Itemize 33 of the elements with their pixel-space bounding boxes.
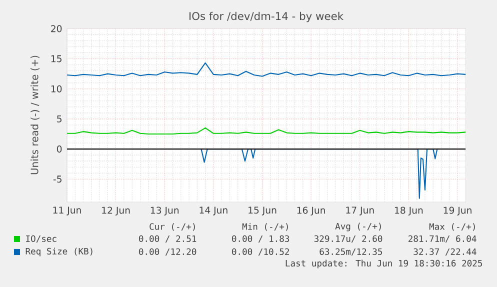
y-axis-title: Units read (-) / write (+) <box>30 56 40 174</box>
chart-title: IOs for /dev/dm-14 - by week <box>190 12 344 22</box>
line-series <box>67 62 466 77</box>
y-tick-label: -5 <box>53 176 62 183</box>
text: 63.25m/12.35 <box>320 248 382 256</box>
text: 281.71m/ 6.04 <box>408 235 476 243</box>
text: 0.00 /12.20 <box>139 248 196 256</box>
y-tick-label: 20 <box>51 25 62 32</box>
legend-label: Req Size (KB) <box>26 248 92 256</box>
text: 0.00 / 1.83 <box>232 235 290 243</box>
x-tick-label: 18 Jun <box>395 206 423 216</box>
text: 0.00 /10.52 <box>232 248 289 256</box>
y-tick-label: 15 <box>51 55 62 62</box>
x-tick-label: 16 Jun <box>297 206 325 216</box>
text: 0.00 / 2.51 <box>139 235 196 243</box>
y-tick-label: 10 <box>51 85 62 92</box>
y-tick-label: 5 <box>57 115 62 122</box>
text: Max (-/+) <box>429 223 475 231</box>
x-tick-label: 17 Jun <box>346 206 374 216</box>
text: Cur (-/+) <box>150 223 195 231</box>
x-tick-label: 15 Jun <box>248 206 276 216</box>
text: Last update: Thu Jun 19 18:30:16 2025 <box>286 260 482 268</box>
legend-label: IO/sec <box>26 235 56 243</box>
x-tick-label: 11 Jun <box>53 206 81 216</box>
x-tick-label: 12 Jun <box>102 206 130 216</box>
text: 329.17u/ 2.60 <box>314 235 382 243</box>
x-tick-label: 19 Jun <box>444 206 472 216</box>
x-tick-label: 13 Jun <box>150 206 179 216</box>
text: 32.37 /22.44 <box>414 248 476 256</box>
y-tick-label: 0 <box>56 146 62 153</box>
text: Min (-/+) <box>242 223 288 231</box>
text: Avg (-/+) <box>335 222 381 232</box>
x-tick-label: 14 Jun <box>200 206 228 216</box>
